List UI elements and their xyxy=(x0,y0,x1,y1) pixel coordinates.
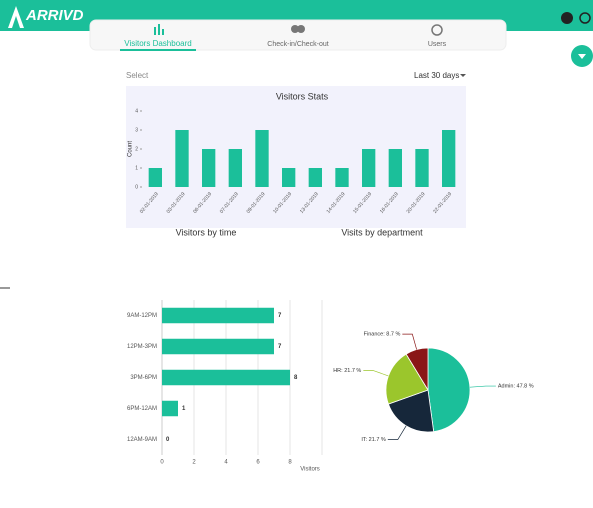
bar xyxy=(255,130,269,187)
tab-icon xyxy=(297,25,305,33)
bar xyxy=(162,307,274,324)
category-label: 12AM-9AM xyxy=(127,437,157,443)
value-label: 0 xyxy=(166,437,170,443)
x-tick-label: 6 xyxy=(256,460,260,466)
bar xyxy=(162,369,290,386)
leader-line xyxy=(469,385,496,388)
value-label: 8 xyxy=(294,375,298,381)
slice-label: IT: 21.7 % xyxy=(361,437,386,443)
pie-slice xyxy=(405,347,429,392)
bar xyxy=(362,149,376,187)
bar xyxy=(335,168,349,187)
tab-icon xyxy=(431,24,443,36)
tab[interactable]: Check-in/Check-out xyxy=(267,41,329,48)
x-tick-label: 8 xyxy=(288,460,292,466)
bar xyxy=(442,130,456,187)
chart-title: Visitors Stats xyxy=(276,91,329,101)
y-tick-label: 4 xyxy=(135,108,138,114)
profile-icon[interactable] xyxy=(561,12,573,24)
tab-card-bg xyxy=(89,19,507,51)
y-tick-label: 1 xyxy=(135,165,138,171)
tab-icon xyxy=(162,29,164,35)
y-tick-label: 3 xyxy=(135,127,138,133)
leader-line xyxy=(363,370,389,377)
tab[interactable]: Visitors Dashboard xyxy=(124,39,191,48)
x-tick-label: 0 xyxy=(160,460,164,466)
pie-slice xyxy=(385,353,429,405)
value-label: 7 xyxy=(278,313,282,319)
leader-line xyxy=(387,425,407,440)
dropdown-caret xyxy=(460,74,466,77)
bar xyxy=(162,400,178,417)
category-label: 3PM-6PM xyxy=(130,375,157,381)
power-icon[interactable] xyxy=(579,12,591,24)
slice-label: HR: 21.7 % xyxy=(333,368,361,374)
bar xyxy=(282,168,296,187)
y-axis-label: Count xyxy=(128,141,134,157)
fab-icon xyxy=(578,54,586,59)
tab-underline xyxy=(120,49,196,51)
leader-line xyxy=(402,333,417,350)
x-axis-label: Visitors xyxy=(300,467,320,473)
bar xyxy=(175,130,189,187)
bar xyxy=(308,168,322,187)
tab-icon xyxy=(158,24,160,35)
category-label: 6PM-12AM xyxy=(127,406,157,412)
y-tick-label: 0 xyxy=(135,184,138,190)
bar xyxy=(388,149,402,187)
value-label: 7 xyxy=(278,344,282,350)
slice-label: Finance: 8.7 % xyxy=(364,332,401,338)
bar xyxy=(202,149,216,187)
bar xyxy=(415,149,429,187)
logo-mark xyxy=(8,6,24,28)
value-label: 1 xyxy=(182,406,186,412)
y-tick-label: 2 xyxy=(135,146,138,152)
select-label: Select xyxy=(126,71,149,80)
range-select[interactable]: Last 30 days xyxy=(414,71,459,80)
tab-icon xyxy=(291,25,299,33)
chart-title: Visitors by time xyxy=(176,227,237,237)
tab[interactable]: Users xyxy=(428,41,447,48)
logo: ARRIVD xyxy=(25,7,84,24)
bar xyxy=(162,338,274,355)
x-tick-label: 2 xyxy=(192,460,196,466)
pie-slice xyxy=(387,389,435,433)
bar xyxy=(228,149,242,187)
category-label: 12PM-3PM xyxy=(127,344,157,350)
x-tick-label: 4 xyxy=(224,460,228,466)
chart-title: Visits by department xyxy=(341,227,423,237)
category-label: 9AM-12PM xyxy=(127,313,157,319)
bar xyxy=(148,168,162,187)
tab-icon xyxy=(154,27,156,35)
pie-slice xyxy=(427,347,471,433)
slice-label: Admin: 47.8 % xyxy=(498,384,534,390)
